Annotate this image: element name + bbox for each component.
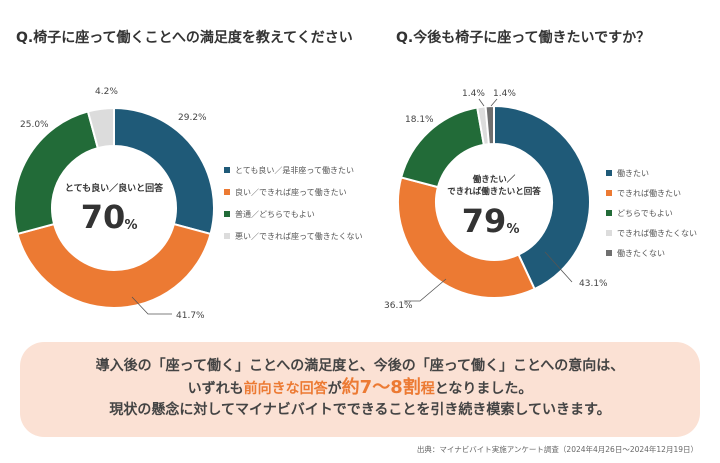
chart2-data-label: 43.1%: [579, 279, 608, 289]
legend-item: 良い／できれば座って働きたい: [224, 181, 363, 203]
legend-item: とても良い／是非座って働きたい: [224, 159, 363, 181]
chart1-title: Q.椅子に座って働くことへの満足度を教えてください: [16, 30, 353, 46]
legend-swatch: [224, 189, 230, 195]
legend-swatch: [224, 167, 230, 173]
chart2-legend: 働きたい できれば働きたい どちらでもよい できれば働きたくない 働きたくない: [606, 163, 697, 263]
chart2-data-label: 36.1%: [384, 301, 413, 311]
legend-label: とても良い／是非座って働きたい: [235, 165, 354, 175]
chart2-slice-1: [397, 176, 536, 299]
legend-label: 良い／できれば座って働きたい: [235, 187, 347, 197]
chart1-legend: とても良い／是非座って働きたい 良い／できれば座って働きたい 普通／どちらでもよ…: [224, 159, 363, 247]
legend-swatch: [224, 211, 230, 217]
chart2-leader-line: [544, 251, 573, 283]
summary-box: 導入後の「座って働く」ことへの満足度と、今後の「座って働く」ことへの意向は、 い…: [20, 342, 700, 437]
chart2-data-label: 1.4%: [493, 89, 516, 99]
summary-line-2: いずれも前向きな回答が約7～8割程となりました。: [20, 377, 700, 400]
legend-label: 働きたくない: [617, 248, 665, 258]
chart1-data-label: 4.2%: [95, 87, 118, 97]
legend-label: 普通／どちらでもよい: [235, 209, 315, 219]
chart2-leader-line: [404, 278, 447, 302]
chart1-center-value: 70: [81, 198, 126, 236]
chart2-title: Q.今後も椅子に座って働きたいですか？: [396, 30, 651, 46]
chart2-leader-line: [478, 98, 485, 107]
legend-swatch: [606, 230, 612, 236]
legend-label: 悪い／できれば座って働きたくない: [235, 231, 363, 241]
summary-highlight: 前向きな回答: [243, 381, 328, 397]
summary-highlight-figure: 約7～8割: [341, 377, 421, 398]
legend-item: 働きたくない: [606, 243, 697, 263]
chart2-center-value: 79: [462, 202, 507, 240]
summary-text: となりました。: [434, 381, 533, 397]
chart1-center-disc: [52, 146, 176, 270]
legend-item: 悪い／できれば座って働きたくない: [224, 225, 363, 247]
summary-line-1: 導入後の「座って働く」ことへの満足度と、今後の「座って働く」ことへの意向は、: [95, 358, 625, 374]
summary-line-3: 現状の懸念に対してマイナビバイトでできることを引き続き模索していきます。: [109, 402, 611, 418]
legend-swatch: [224, 233, 230, 239]
chart1-data-label: 29.2%: [178, 113, 207, 123]
summary-highlight: 程: [420, 381, 435, 397]
chart1-center-unit: %: [124, 218, 137, 233]
chart2-center-label-line1: 働きたい／: [472, 174, 516, 185]
chart2-leader-line: [490, 98, 498, 107]
legend-swatch: [606, 210, 612, 216]
chart2-center-label-line2: できれば働きたいと回答: [447, 186, 541, 197]
legend-swatch: [606, 190, 612, 196]
legend-item: できれば働きたい: [606, 183, 697, 203]
chart2-data-label: 18.1%: [405, 115, 434, 125]
legend-item: 普通／どちらでもよい: [224, 203, 363, 225]
legend-item: できれば働きたくない: [606, 223, 697, 243]
chart1-data-label: 25.0%: [20, 120, 49, 130]
legend-label: どちらでもよい: [617, 208, 673, 218]
chart1-data-label: 41.7%: [176, 311, 205, 321]
source-note: 出典：マイナビバイト実施アンケート調査（2024年4月26日～2024年12月1…: [416, 445, 698, 454]
summary-text: いずれも: [187, 381, 244, 397]
legend-swatch: [606, 170, 612, 176]
chart1-leader-line: [131, 296, 172, 315]
summary-text: が: [327, 381, 342, 397]
chart2-center-unit: %: [506, 222, 519, 237]
chart2-data-label: 1.4%: [462, 89, 485, 99]
legend-item: 働きたい: [606, 163, 697, 183]
chart2-center-disc: [436, 144, 552, 260]
legend-swatch: [606, 250, 612, 256]
legend-label: 働きたい: [617, 168, 649, 178]
legend-label: できれば働きたくない: [617, 228, 697, 238]
legend-item: どちらでもよい: [606, 203, 697, 223]
legend-label: できれば働きたい: [617, 188, 681, 198]
chart1-center-label: とても良い／良いと回答: [65, 182, 164, 194]
